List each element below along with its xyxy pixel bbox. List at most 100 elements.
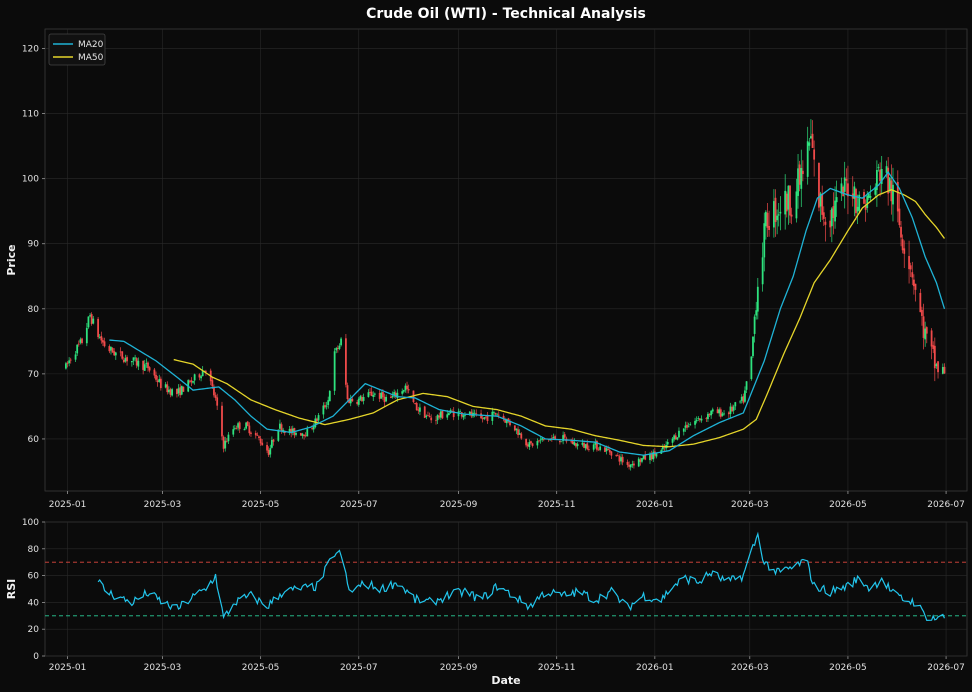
- candle-body: [842, 186, 845, 197]
- candle-body: [874, 186, 877, 195]
- candle-body: [914, 283, 917, 290]
- candle-body: [238, 422, 241, 430]
- candle-body: [682, 428, 685, 432]
- candle-body: [840, 183, 843, 194]
- candle-body: [132, 357, 135, 361]
- candle-body: [216, 397, 219, 406]
- candle-body: [750, 356, 753, 380]
- candle-body: [259, 438, 262, 444]
- candle-body: [689, 424, 692, 426]
- candle-body: [205, 370, 207, 372]
- candle-body: [87, 316, 90, 328]
- candle-body: [401, 391, 404, 394]
- candle-body: [678, 430, 680, 438]
- candle-body: [719, 409, 722, 417]
- candle-body: [436, 414, 439, 421]
- candle-body: [361, 396, 363, 402]
- candle-body: [378, 392, 381, 399]
- candle-body: [406, 385, 408, 390]
- candle-body: [811, 133, 814, 148]
- candle-body: [867, 193, 870, 198]
- candle-body: [731, 406, 733, 412]
- candle-body: [391, 395, 394, 398]
- rsi-x-tick-label: 2025-11: [538, 663, 576, 673]
- candle-body: [629, 464, 632, 468]
- candle-body: [698, 418, 701, 421]
- candle-body: [596, 441, 598, 450]
- candle-body: [486, 416, 489, 422]
- candle-body: [562, 435, 565, 441]
- candle-body: [856, 206, 859, 212]
- candle-body: [875, 170, 878, 190]
- candle-body: [652, 451, 655, 460]
- candle-body: [248, 425, 251, 434]
- candle-body: [784, 190, 787, 215]
- candle-body: [484, 416, 487, 418]
- candle-body: [291, 428, 294, 433]
- candle-body: [633, 463, 635, 466]
- candle-body: [695, 419, 698, 422]
- candle-body: [214, 395, 217, 398]
- candle-body: [727, 412, 730, 415]
- candle-body: [142, 360, 145, 370]
- candlestick-series: [65, 119, 946, 471]
- candle-body: [193, 374, 196, 381]
- candle-body: [507, 418, 510, 422]
- candle-body: [417, 409, 420, 411]
- candle-body: [744, 390, 746, 402]
- candle-body: [536, 441, 539, 446]
- candle-body: [655, 453, 658, 457]
- rsi-x-tick-label: 2025-03: [144, 663, 182, 673]
- candle-body: [370, 391, 373, 397]
- candle-body: [256, 434, 259, 436]
- candle-body: [649, 453, 651, 461]
- candle-body: [830, 208, 833, 227]
- candle-body: [526, 444, 529, 447]
- candle-body: [924, 328, 927, 340]
- rsi-y-tick-label: 40: [28, 598, 40, 608]
- candle-body: [774, 197, 777, 223]
- candle-body: [518, 433, 521, 435]
- candle-body: [909, 265, 912, 270]
- candle-body: [85, 327, 88, 344]
- price-x-tick-label: 2025-01: [49, 500, 87, 510]
- candle-body: [179, 387, 182, 396]
- legend: MA20 MA50: [48, 33, 106, 66]
- candle-body: [810, 136, 812, 139]
- candle-body: [885, 166, 888, 173]
- candle-body: [113, 351, 116, 356]
- candle-body: [742, 396, 745, 403]
- candle-body: [158, 379, 161, 382]
- candle-body: [328, 390, 331, 402]
- candle-body: [134, 357, 137, 359]
- candle-body: [324, 405, 326, 408]
- candle-body: [147, 362, 149, 369]
- candle-body: [610, 451, 613, 456]
- candle-body: [716, 409, 719, 414]
- candle-body: [650, 453, 653, 460]
- candle-body: [369, 391, 371, 393]
- candle-body: [98, 337, 101, 338]
- candle-body: [306, 429, 309, 437]
- candle-body: [607, 449, 610, 450]
- candle-body: [853, 186, 856, 199]
- candle-body: [798, 164, 801, 185]
- candle-body: [639, 459, 642, 462]
- candle-body: [732, 406, 735, 411]
- candle-body: [335, 347, 338, 351]
- candle-body: [863, 191, 865, 204]
- candle-body: [74, 354, 77, 360]
- candle-body: [390, 396, 392, 398]
- rsi-axis-label: RSI: [5, 579, 18, 600]
- candle-body: [317, 415, 320, 421]
- candle-body: [68, 360, 71, 364]
- candle-body: [396, 392, 399, 399]
- candle-body: [280, 424, 283, 432]
- candle-body: [357, 398, 360, 405]
- candle-body: [528, 442, 531, 448]
- rsi-y-tick-label: 60: [28, 572, 40, 582]
- candle-body: [829, 220, 832, 228]
- candle-body: [224, 440, 227, 449]
- candle-body: [135, 358, 138, 366]
